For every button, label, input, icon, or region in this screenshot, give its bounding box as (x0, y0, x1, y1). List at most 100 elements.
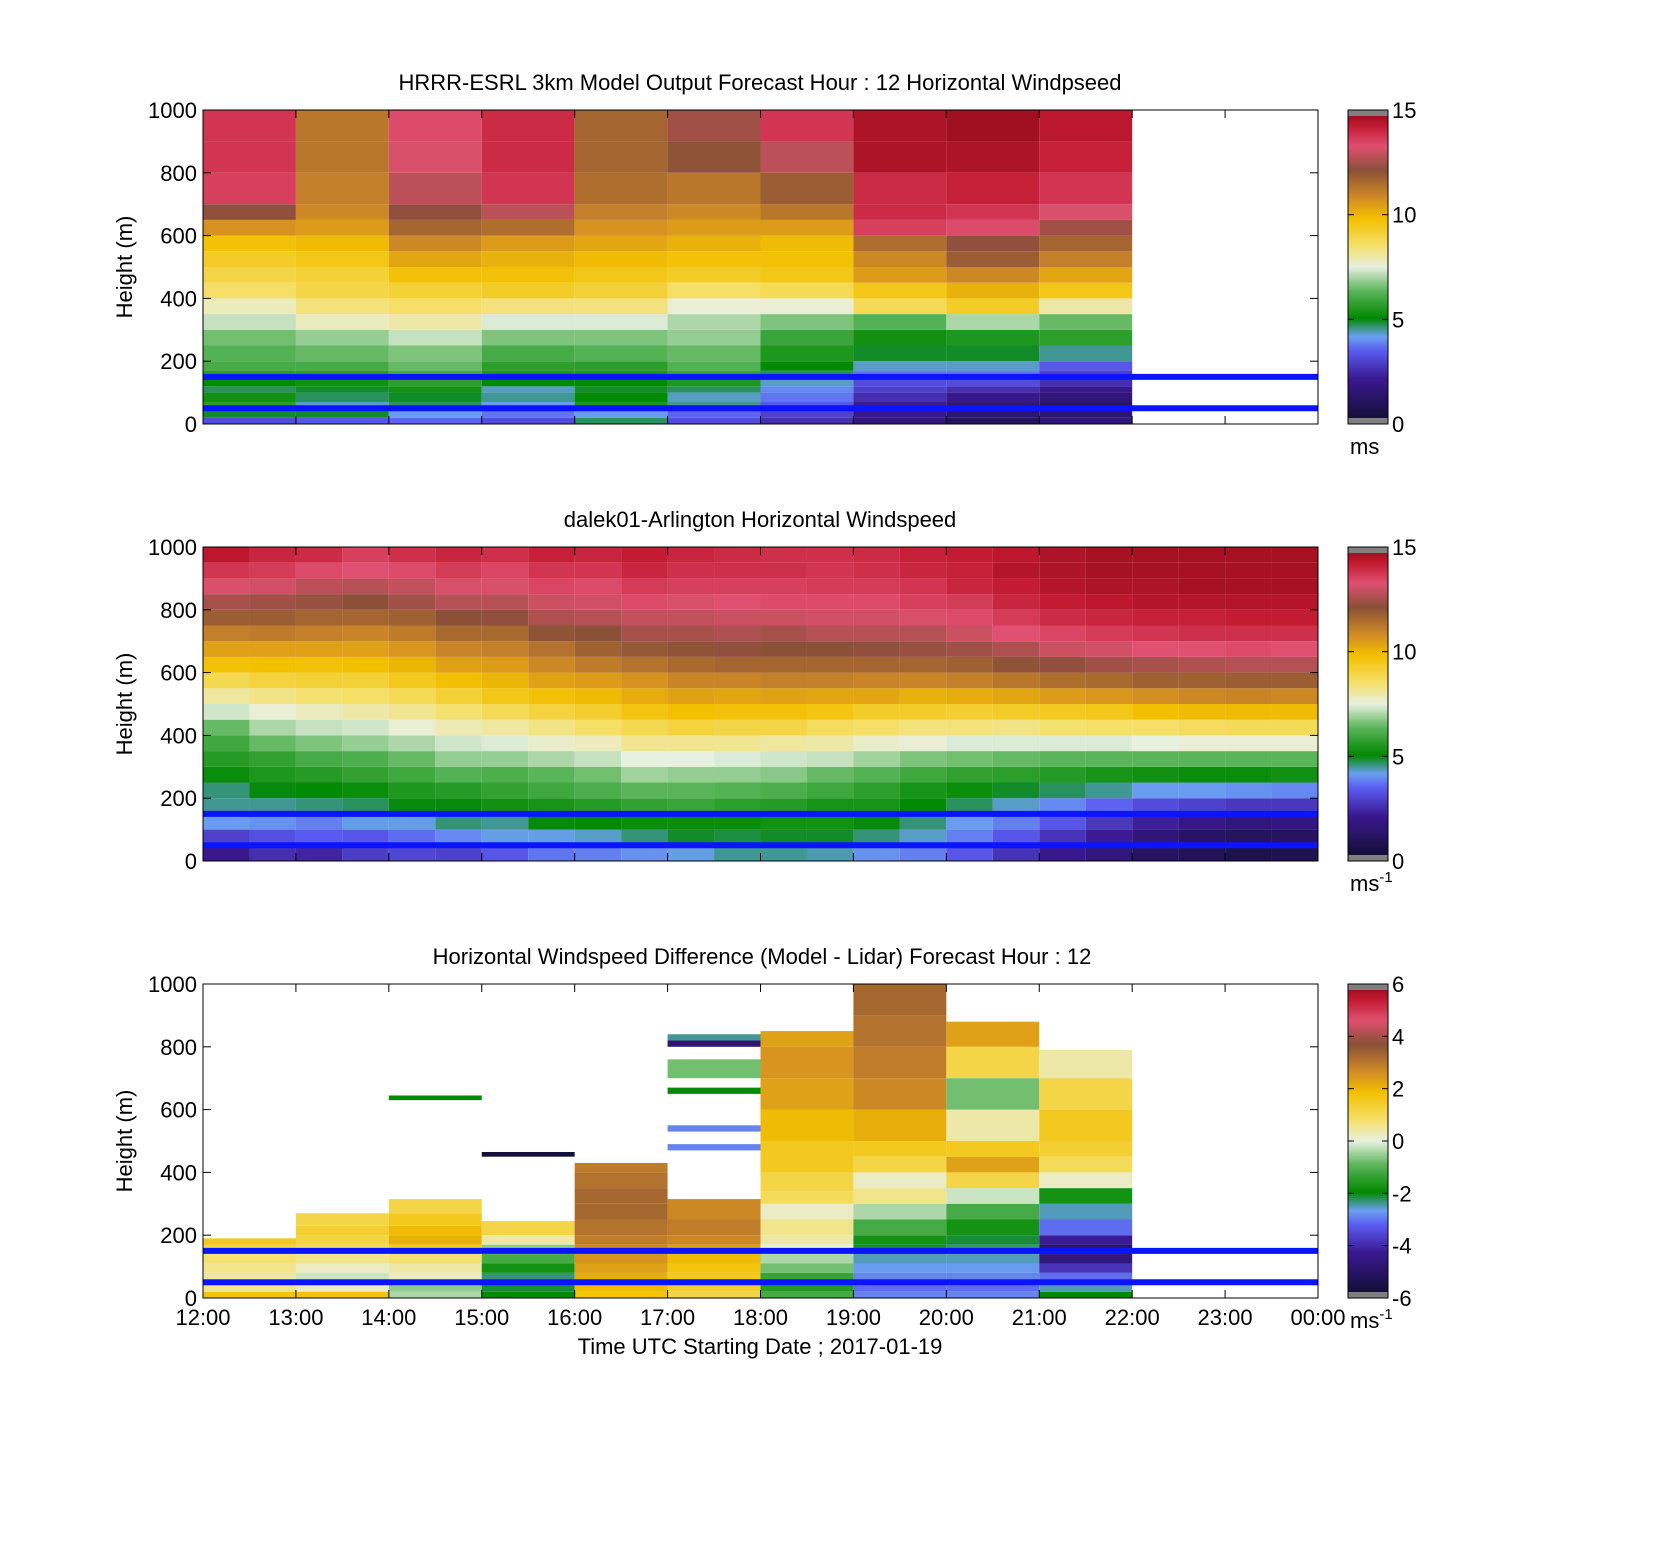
colorbar-frame (1347, 546, 1389, 862)
heatmap-cell (714, 704, 761, 720)
heatmap-cell (853, 1282, 947, 1292)
heatmap-cell (388, 110, 482, 142)
heatmap-cell (946, 417, 1040, 424)
heatmap-cell (574, 141, 668, 173)
heatmap-cell (435, 625, 482, 642)
heatmap-cell (574, 656, 622, 673)
heatmap-cell (203, 386, 296, 393)
heatmap-segment (667, 1144, 761, 1151)
heatmap-cell (435, 672, 482, 689)
heatmap-cell (481, 594, 529, 610)
heatmap-cell (1132, 704, 1179, 720)
heatmap-cell (574, 235, 668, 252)
heatmap-cell (295, 251, 389, 267)
heatmap-cell (1039, 688, 1086, 704)
heatmap-cell (1178, 829, 1226, 846)
heatmap-cell (1132, 719, 1179, 736)
heatmap-cell (667, 1235, 761, 1245)
colorbar: 0 5 10 15 ms-1 (1347, 535, 1416, 896)
heatmap-cell (760, 1172, 854, 1192)
heatmap-cell (853, 609, 900, 626)
heatmap-cell (1271, 766, 1318, 783)
heatmap-cell (295, 609, 343, 626)
heatmap-cell (295, 370, 389, 377)
heatmap-cell (760, 282, 854, 299)
heatmap-cell (806, 594, 854, 610)
heatmap-cell (1039, 392, 1133, 403)
y-tick-label: 400 (160, 723, 197, 748)
heatmap-cell (621, 829, 668, 846)
heatmap-cell (899, 547, 947, 563)
heatmap-cell (621, 782, 668, 799)
heatmap-cell (249, 813, 296, 830)
heatmap-cell (946, 298, 1040, 315)
heatmap-cell (295, 766, 343, 783)
heatmap-cell (528, 688, 575, 704)
heatmap-cell (1039, 204, 1133, 220)
heatmap-cell (992, 782, 1040, 799)
heatmap-cell (574, 1291, 668, 1298)
heatmap-cell (388, 547, 436, 563)
heatmap-cell (667, 1282, 761, 1292)
heatmap-cell (203, 719, 250, 736)
colorbar-unit-label: ms (1350, 434, 1379, 459)
heatmap-cell (1271, 625, 1318, 642)
heatmap-cell (1271, 845, 1318, 861)
heatmap-cell (853, 1141, 947, 1157)
heatmap-cell (946, 1172, 1040, 1189)
colorbar-unit-exponent: -1 (1379, 1306, 1392, 1323)
heatmap-cell (528, 704, 575, 720)
heatmap-cell (295, 417, 389, 424)
heatmap-cell (853, 782, 900, 799)
heatmap-cell (203, 1282, 296, 1292)
heatmap-cell (760, 1031, 854, 1047)
heatmap-cell (899, 782, 947, 799)
colorbar-tick-label: 0 (1392, 849, 1404, 874)
y-tick-label: 200 (160, 349, 197, 374)
heatmap-cell (203, 641, 250, 657)
heatmap-cell (388, 735, 436, 752)
heatmap-cell (1039, 672, 1086, 689)
heatmap-cell (342, 735, 389, 752)
colorbar-cap-top (1348, 984, 1388, 990)
heatmap-cell (1225, 672, 1272, 689)
heatmap-cell (667, 361, 761, 371)
heatmap-cell (760, 672, 807, 689)
y-tick-label: 800 (160, 598, 197, 623)
heatmap-cell (295, 1254, 389, 1264)
heatmap-cell (1178, 656, 1226, 673)
heatmap-cell (1039, 1263, 1133, 1273)
colorbar-tick-label: 15 (1392, 98, 1416, 123)
heatmap-cell (853, 813, 900, 830)
heatmap-cell (946, 813, 993, 830)
heatmap-cell (1225, 594, 1272, 610)
heatmap-cell (295, 402, 389, 409)
heatmap-segment (667, 1059, 761, 1079)
heatmap-cell (853, 1046, 947, 1079)
heatmap-cell (853, 594, 900, 610)
heatmap-cell (574, 719, 622, 736)
heatmap-cell (760, 1272, 854, 1283)
heatmap-segment (667, 1034, 761, 1041)
heatmap-cell (853, 1015, 947, 1047)
heatmap-cell (621, 578, 668, 595)
heatmap-cell (295, 392, 389, 403)
heatmap-cell (1039, 110, 1133, 142)
heatmap-cell (574, 267, 668, 283)
heatmap-cell (528, 578, 575, 595)
heatmap-cell (714, 813, 761, 830)
y-tick-label: 600 (160, 1098, 197, 1123)
heatmap-cell (667, 172, 761, 205)
heatmap-cell (760, 386, 854, 393)
heatmap-cell (1039, 1141, 1133, 1157)
heatmap-cell (899, 562, 947, 579)
heatmap-cell (481, 641, 529, 657)
heatmap-cell (388, 298, 482, 315)
y-tick-label: 0 (185, 849, 197, 874)
heatmap-cell (388, 578, 436, 595)
colorbar-gradient (1348, 116, 1388, 418)
heatmap-cell (1178, 547, 1226, 563)
heatmap-cell (203, 829, 250, 846)
heatmap-cell (853, 1203, 947, 1220)
heatmap-cell (667, 392, 761, 403)
